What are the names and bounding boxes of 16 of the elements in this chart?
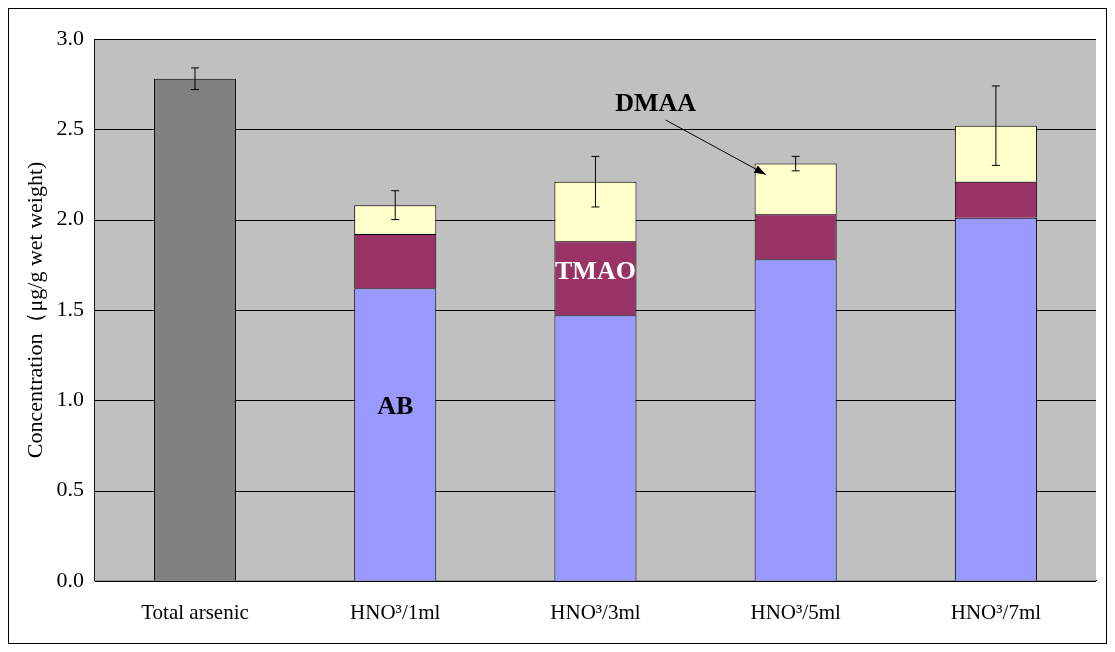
x-tick-label: HNO³/3ml	[550, 599, 641, 624]
x-tick-label: HNO³/5ml	[750, 599, 841, 624]
y-tick-label: 2.5	[56, 115, 84, 141]
y-tick-label: 1.0	[56, 385, 84, 411]
y-axis-title: Concentration（μg/g wet weight)	[21, 161, 47, 459]
x-tick-label: Total arsenic	[141, 599, 249, 624]
y-tick-label: 3.0	[56, 24, 84, 50]
annotation: AB	[377, 391, 414, 421]
y-tick-label: 1.5	[56, 295, 84, 321]
x-tick-label: HNO³/7ml	[950, 599, 1042, 624]
x-tick-label: HNO³/1ml	[350, 599, 441, 624]
annotation: TMAO	[555, 255, 636, 285]
annotation: DMAA	[615, 87, 697, 117]
y-tick-label: 2.0	[56, 205, 84, 231]
y-tick-label: 0.0	[56, 566, 84, 592]
y-tick-label: 0.5	[56, 476, 84, 502]
